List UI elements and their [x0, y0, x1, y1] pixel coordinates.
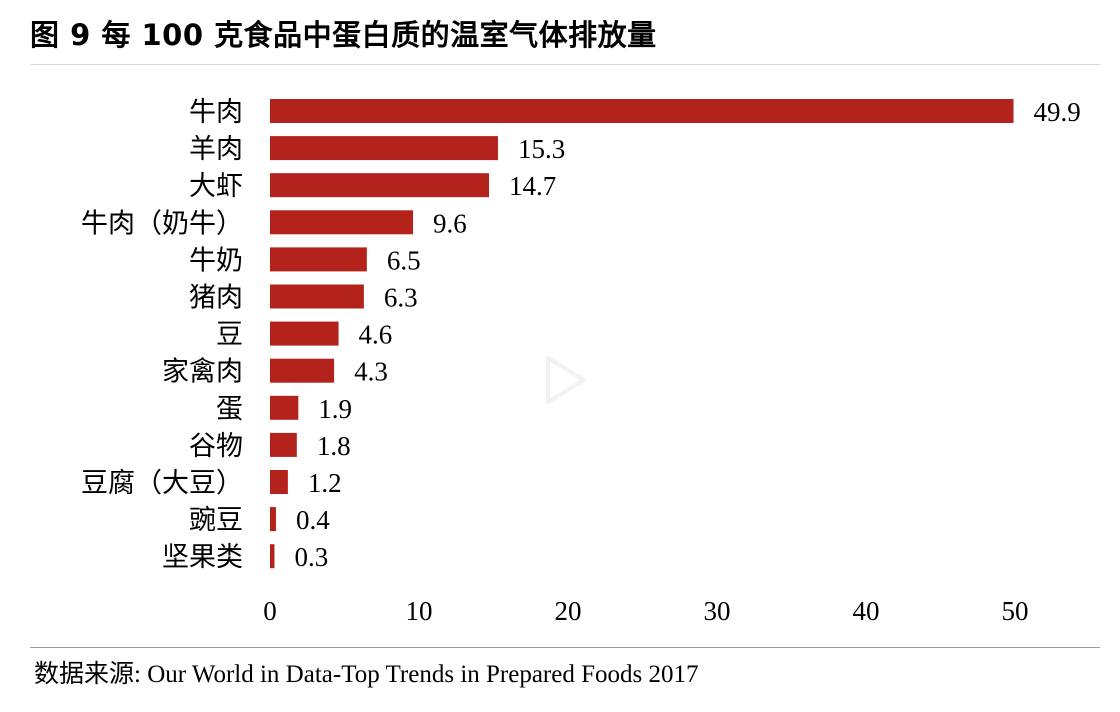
data-label: 9.6 — [433, 208, 467, 238]
data-label: 6.3 — [384, 283, 418, 313]
labels-layer: 牛肉 49.9 羊肉 15.3 大虾 14.7 牛肉（奶牛） 9.6 牛奶 6.5 猪肉 6.3 豆 4.… — [81, 97, 1081, 573]
x-tick-label: 30 — [704, 596, 731, 626]
data-label: 14.7 — [509, 171, 556, 201]
bar — [270, 507, 276, 532]
bars-layer — [270, 99, 1014, 569]
bar — [270, 358, 335, 383]
data-label: 4.6 — [359, 320, 393, 350]
bar-chart: 0 10 20 30 40 50 牛肉 49.9羊肉 15.3大虾 14.7牛肉（奶牛） 9.6牛… — [81, 97, 1081, 626]
category-label: 牛肉 — [189, 97, 243, 128]
category-label: 坚果类 — [162, 542, 243, 573]
category-label: 谷物 — [189, 431, 243, 462]
category-label: 猪肉 — [189, 283, 243, 314]
data-label: 1.2 — [308, 468, 342, 498]
bar — [270, 99, 1014, 123]
bar — [270, 136, 498, 161]
bar — [270, 470, 288, 494]
category-label: 豆 — [216, 320, 243, 351]
data-label: 1.8 — [317, 431, 351, 461]
bar — [270, 544, 275, 569]
axis-layer: 0 10 20 30 40 50 — [263, 596, 1028, 626]
source-divider — [30, 647, 1100, 648]
bar — [270, 284, 364, 309]
chart-title: 图 9 每 100 克食品中蛋白质的温室气体排放量 — [30, 18, 657, 52]
category-label: 牛肉（奶牛） — [81, 208, 243, 239]
source-note: 数据来源: Our World in Data-Top Trends in Pr… — [34, 661, 699, 688]
category-label: 蛋 — [216, 394, 243, 425]
bar — [270, 395, 299, 420]
data-label: 15.3 — [518, 134, 565, 164]
data-label: 1.9 — [318, 394, 352, 424]
data-label: 4.3 — [354, 357, 388, 387]
category-label: 牛奶 — [189, 245, 243, 276]
x-tick-label: 10 — [406, 596, 433, 626]
data-label: 6.5 — [387, 245, 421, 275]
bar — [270, 247, 367, 272]
x-tick-label: 40 — [853, 596, 880, 626]
bar — [270, 173, 490, 198]
play-icon[interactable] — [540, 352, 590, 408]
bar — [270, 432, 297, 457]
x-tick-label: 0 — [263, 596, 277, 626]
data-label: 0.4 — [296, 505, 330, 535]
title-divider — [30, 64, 1100, 65]
category-label: 豌豆 — [189, 505, 243, 536]
x-tick-label: 20 — [555, 596, 582, 626]
category-label: 家禽肉 — [162, 357, 243, 388]
category-label: 大虾 — [189, 171, 243, 202]
bar — [270, 210, 414, 235]
x-tick-label: 50 — [1002, 596, 1029, 626]
data-label: 49.9 — [1034, 97, 1081, 127]
category-label: 豆腐（大豆） — [81, 468, 243, 499]
data-label: 0.3 — [294, 542, 328, 572]
category-label: 羊肉 — [189, 134, 243, 165]
bar — [270, 321, 339, 346]
